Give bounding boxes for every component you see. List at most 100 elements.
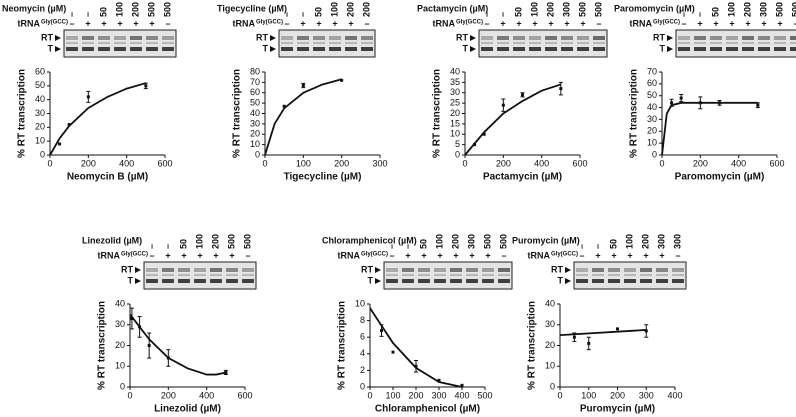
gel-band bbox=[450, 268, 462, 272]
x-axis-label: Paromomycin (µM) bbox=[675, 172, 765, 183]
gel-band bbox=[297, 36, 309, 40]
trna-lane-label: + bbox=[627, 250, 632, 260]
gel-band bbox=[656, 279, 668, 283]
concentration-label: 50 bbox=[418, 239, 428, 249]
y-tick-label: 30 bbox=[250, 118, 260, 128]
concentration-label: – bbox=[66, 12, 76, 17]
x-tick-label: 600 bbox=[157, 158, 172, 168]
concentration-label: 100 bbox=[624, 234, 634, 249]
gel-band bbox=[593, 47, 605, 51]
trna-lane-label: + bbox=[332, 18, 337, 28]
trna-lane-label: + bbox=[85, 18, 90, 28]
trna-label: tRNA bbox=[18, 18, 41, 28]
x-tick-label: 0 bbox=[47, 158, 52, 168]
gel-band bbox=[162, 47, 174, 51]
data-point bbox=[130, 317, 134, 321]
y-tick-label: 2 bbox=[360, 365, 365, 375]
trna-lane-label: + bbox=[165, 250, 170, 260]
gel-band bbox=[624, 268, 636, 272]
gel-band bbox=[592, 279, 604, 283]
fit-curve bbox=[559, 329, 647, 337]
trna-lane-label: – bbox=[149, 250, 154, 260]
trna-lane-label: + bbox=[580, 18, 585, 28]
gel-band bbox=[513, 36, 525, 40]
y-tick-label: 0 bbox=[652, 149, 657, 159]
gel-band bbox=[481, 47, 493, 51]
band-marker bbox=[135, 267, 141, 273]
y-tick-label: 60 bbox=[647, 78, 657, 88]
x-tick-label: 400 bbox=[731, 158, 746, 168]
x-tick-label: 100 bbox=[581, 390, 596, 400]
band-label: T bbox=[128, 275, 134, 285]
gel-band bbox=[710, 42, 722, 44]
gel-band bbox=[640, 279, 652, 283]
gel-band bbox=[513, 47, 525, 51]
trna-lane-label: + bbox=[611, 250, 616, 260]
x-tick-label: 100 bbox=[385, 390, 400, 400]
fit-curve bbox=[464, 83, 562, 156]
trna-lane-label: + bbox=[437, 250, 442, 260]
trna-lane-label: + bbox=[316, 18, 321, 28]
gel-band bbox=[481, 36, 493, 40]
y-tick-label: 40 bbox=[450, 66, 460, 76]
gel-band bbox=[345, 42, 357, 44]
gel-band bbox=[466, 274, 478, 276]
y-tick-label: 40 bbox=[250, 108, 260, 118]
concentration-label: – bbox=[402, 244, 412, 249]
x-tick-label: 400 bbox=[119, 158, 134, 168]
gel-band bbox=[402, 279, 414, 283]
y-tick-label: 40 bbox=[647, 102, 657, 112]
y-tick-label: 0 bbox=[40, 149, 45, 159]
gel-band bbox=[210, 274, 222, 276]
gel-band bbox=[592, 274, 604, 276]
gel-band bbox=[774, 36, 786, 40]
gel-band bbox=[482, 279, 494, 283]
gel-image bbox=[278, 29, 376, 58]
x-tick-label: 200 bbox=[496, 158, 511, 168]
fit-curve bbox=[661, 101, 758, 156]
gel-band bbox=[450, 279, 462, 283]
y-tick-label: 10 bbox=[355, 298, 365, 308]
band-label: RT bbox=[121, 264, 133, 274]
x-axis-label: Puromycin (µM) bbox=[580, 404, 655, 415]
band-marker bbox=[375, 278, 381, 284]
gel-band bbox=[130, 47, 142, 51]
concentration-label: 100 bbox=[114, 2, 124, 17]
gel-band bbox=[130, 42, 142, 44]
gel-band bbox=[210, 268, 222, 272]
trna-label: tRNA bbox=[528, 250, 551, 260]
y-tick-label: 50 bbox=[647, 90, 657, 100]
gel-band bbox=[498, 268, 510, 272]
gel-band bbox=[146, 36, 158, 40]
concentration-label: 200 bbox=[345, 2, 355, 17]
band-marker bbox=[270, 46, 276, 52]
gel-band bbox=[329, 47, 341, 51]
gel-band bbox=[226, 274, 238, 276]
concentration-label: 100 bbox=[726, 2, 736, 17]
x-tick-label: 500 bbox=[477, 390, 492, 400]
gel-band bbox=[656, 274, 668, 276]
data-point bbox=[414, 364, 418, 368]
concentration-label: 500 bbox=[593, 2, 603, 17]
concentration-label: 50 bbox=[98, 7, 108, 17]
y-tick-label: 60 bbox=[35, 66, 45, 76]
gel-band bbox=[481, 42, 493, 44]
x-tick-label: 200 bbox=[334, 158, 349, 168]
gel-band bbox=[513, 42, 525, 44]
trna-lane-label: + bbox=[595, 250, 600, 260]
gel-band bbox=[742, 36, 754, 40]
gel-band bbox=[545, 36, 557, 40]
gel-band bbox=[313, 42, 325, 44]
trna-lane-label: + bbox=[516, 18, 521, 28]
band-marker bbox=[375, 267, 381, 273]
concentration-label: – bbox=[576, 244, 586, 249]
gel-band bbox=[710, 47, 722, 51]
concentration-label: 200 bbox=[130, 2, 140, 17]
data-point bbox=[147, 344, 151, 347]
y-tick-label: 0 bbox=[120, 381, 125, 391]
trna-label: tRNA bbox=[433, 18, 456, 28]
gel-band bbox=[774, 47, 786, 51]
y-tick-label: 70 bbox=[647, 66, 657, 76]
drug-label: Tigecycline (µM) bbox=[217, 3, 287, 13]
